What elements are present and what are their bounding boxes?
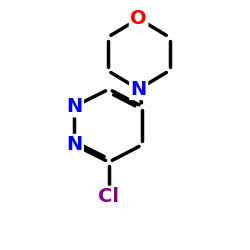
Text: N: N [66,97,82,116]
Text: N: N [66,135,82,154]
Text: Cl: Cl [98,187,119,206]
Text: O: O [130,9,147,28]
Text: N: N [130,80,147,99]
